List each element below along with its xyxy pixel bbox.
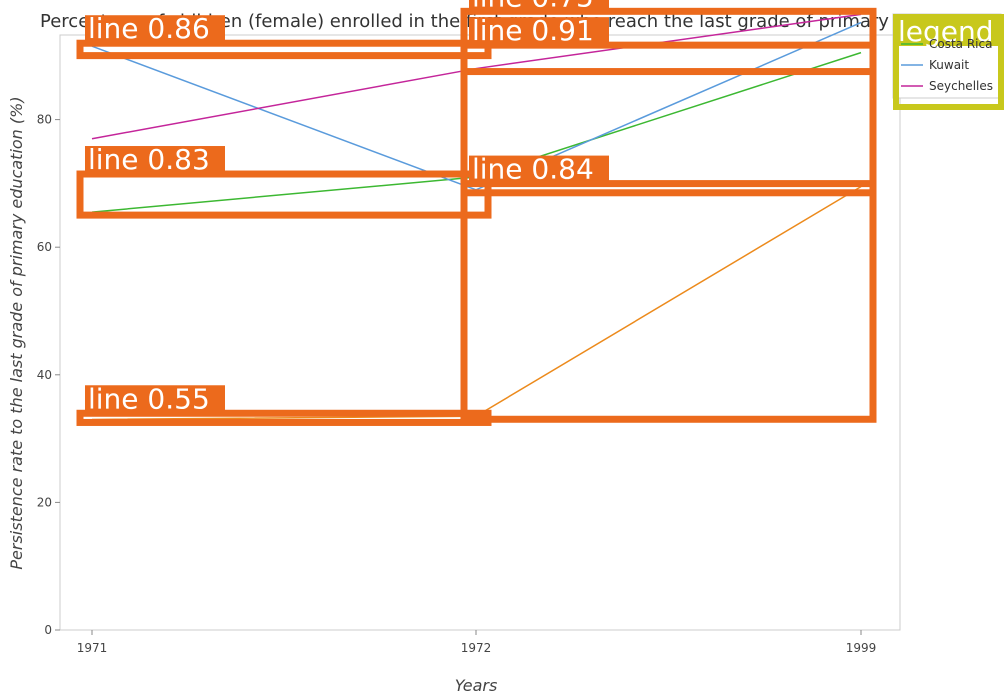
annotation-label-bg xyxy=(85,146,225,175)
annotation-label: line 0.83 xyxy=(88,143,210,176)
legend-entry: Kuwait xyxy=(929,58,969,72)
annotation-box xyxy=(76,39,492,60)
x-axis-label: Years xyxy=(455,676,498,695)
annotation-box xyxy=(460,180,877,423)
y-tick-label: 60 xyxy=(37,240,52,254)
y-tick-label: 80 xyxy=(37,113,52,127)
annotation-box xyxy=(460,7,877,76)
x-tick-label: 1999 xyxy=(846,641,877,655)
annotation-label: line 0.55 xyxy=(88,382,210,415)
annotation-label: line 0.84 xyxy=(472,153,594,186)
x-tick-label: 1972 xyxy=(461,641,492,655)
y-tick-label: 20 xyxy=(37,495,52,509)
series-line xyxy=(91,51,862,213)
y-tick-label: 0 xyxy=(44,623,52,637)
annotation-label-bg xyxy=(85,15,225,44)
legend-title-bg xyxy=(894,14,1000,46)
annotation-label-bg xyxy=(469,155,609,184)
annotation-label: line 0.91 xyxy=(472,14,594,47)
y-tick-label: 40 xyxy=(37,368,52,382)
annotation-label-bg xyxy=(469,17,609,46)
legend-title: legend xyxy=(898,15,994,48)
annotation-label-bg xyxy=(469,0,609,12)
annotation-label: line 0.86 xyxy=(88,12,210,45)
legend-entry: Costa Rica xyxy=(929,37,992,51)
y-axis-label: Persistence rate to the last grade of pr… xyxy=(7,96,26,569)
plot-area: 0 20 40 60 80 1971 1972 1999 line 0.86 line 0.83 l… xyxy=(37,0,1004,655)
legend-entry: Seychelles xyxy=(929,79,993,93)
annotation-label: line 0.75 xyxy=(472,0,594,13)
annotation-label-bg xyxy=(85,385,225,414)
plot-frame xyxy=(59,34,901,631)
annotation-box xyxy=(460,41,877,197)
x-tick-label: 1971 xyxy=(77,641,108,655)
